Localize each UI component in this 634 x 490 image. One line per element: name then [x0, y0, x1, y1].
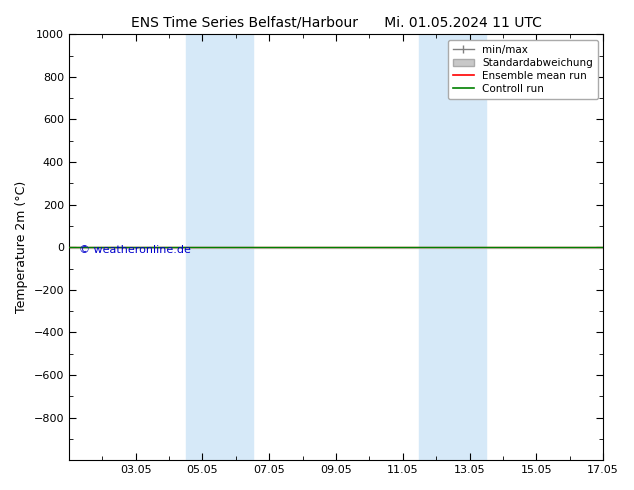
Text: © weatheronline.de: © weatheronline.de: [79, 245, 191, 255]
Legend: min/max, Standardabweichung, Ensemble mean run, Controll run: min/max, Standardabweichung, Ensemble me…: [448, 40, 598, 99]
Bar: [186, 34, 252, 460]
Y-axis label: Temperature 2m (°C): Temperature 2m (°C): [15, 181, 28, 314]
Bar: [420, 34, 486, 460]
Title: ENS Time Series Belfast/Harbour      Mi. 01.05.2024 11 UTC: ENS Time Series Belfast/Harbour Mi. 01.0…: [131, 15, 541, 29]
